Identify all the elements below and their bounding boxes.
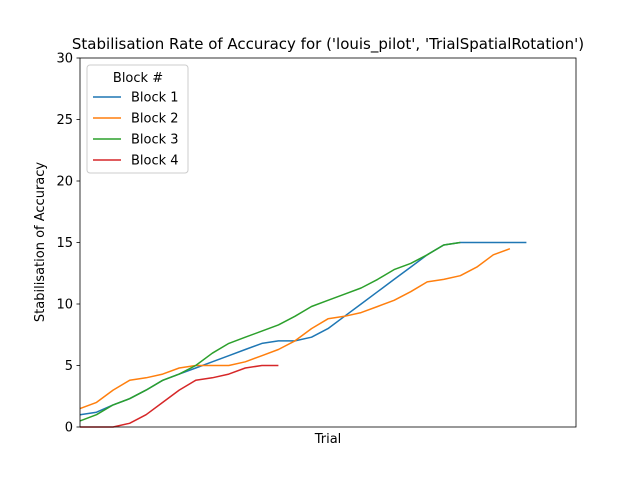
legend-label-block-2: Block 2 [131, 112, 179, 127]
x-axis-label: Trial [314, 432, 342, 447]
y-tick-label: 25 [56, 113, 73, 128]
legend-label-block-1: Block 1 [131, 91, 179, 106]
chart-title: Stabilisation Rate of Accuracy for ('lou… [72, 35, 584, 54]
y-axis-ticks: 0 5 10 15 20 25 30 [56, 52, 80, 436]
y-tick-label: 10 [56, 298, 73, 313]
legend-title: Block # [113, 71, 163, 86]
y-tick-label: 5 [65, 359, 73, 374]
legend-box [86, 64, 189, 174]
y-axis-label: Stabilisation of Accuracy [33, 162, 48, 322]
y-tick-label: 15 [56, 236, 73, 251]
y-tick-label: 0 [65, 421, 73, 436]
legend-label-block-4: Block 4 [131, 154, 179, 169]
legend-label-block-3: Block 3 [131, 133, 179, 148]
series-line-block-3 [79, 241, 461, 422]
y-tick-label: 20 [56, 175, 73, 190]
y-tick-label: 30 [56, 52, 73, 67]
legend: Block # Block 1 Block 2 Block 3 Block 4 [86, 64, 189, 174]
series-line-block-2 [79, 247, 511, 410]
legend-items: Block 1 Block 2 Block 3 Block 4 [93, 91, 179, 169]
